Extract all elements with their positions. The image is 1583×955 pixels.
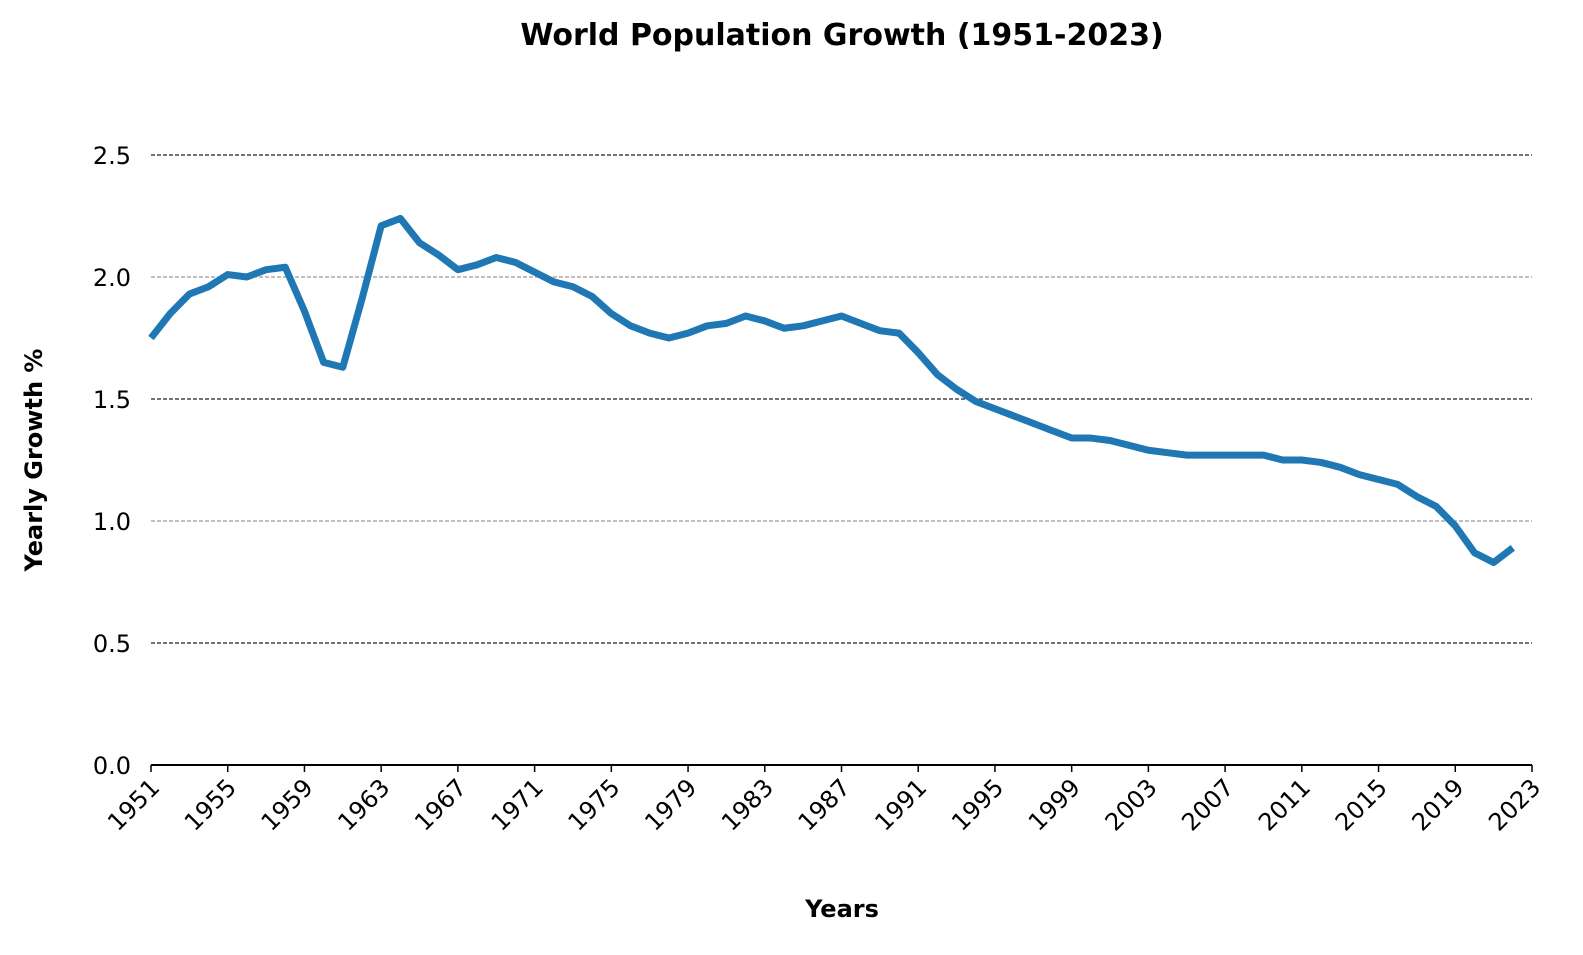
y-tick-label: 0.5 [93,630,131,658]
y-tick-label: 1.0 [93,508,131,536]
x-tick-label: 1959 [256,773,319,836]
chart-title: World Population Growth (1951-2023) [520,18,1163,53]
x-tick-label: 2011 [1253,773,1316,836]
y-tick-label: 2.5 [93,142,131,170]
data-line [148,214,1515,566]
y-axis-label: Yearly Growth % [20,349,48,573]
x-tick-label: 1991 [869,773,932,836]
x-tick-label: 1995 [946,773,1009,836]
x-tick-label: 1979 [639,773,702,836]
x-tick-label: 1963 [332,773,395,836]
x-tick-label: 2019 [1407,773,1470,836]
x-tick-label: 1999 [1023,773,1086,836]
x-tick-label: 2003 [1100,773,1163,836]
x-tick-label: 2007 [1176,773,1239,836]
x-tick-label: 1967 [409,773,472,836]
x-tick-label: 2015 [1330,773,1393,836]
x-tick-label: 1983 [716,773,779,836]
x-tick-label: 1971 [486,773,549,836]
x-tick-label: 2023 [1483,773,1546,836]
y-tick-label: 0.0 [93,752,131,780]
y-tick-label: 1.5 [93,386,131,414]
x-tick-label: 1975 [563,773,626,836]
x-axis-label: Years [804,895,879,923]
x-tick-label: 1987 [793,773,856,836]
x-tick-label: 1951 [102,773,165,836]
y-tick-label: 2.0 [93,264,131,292]
x-tick-label: 1955 [179,773,242,836]
